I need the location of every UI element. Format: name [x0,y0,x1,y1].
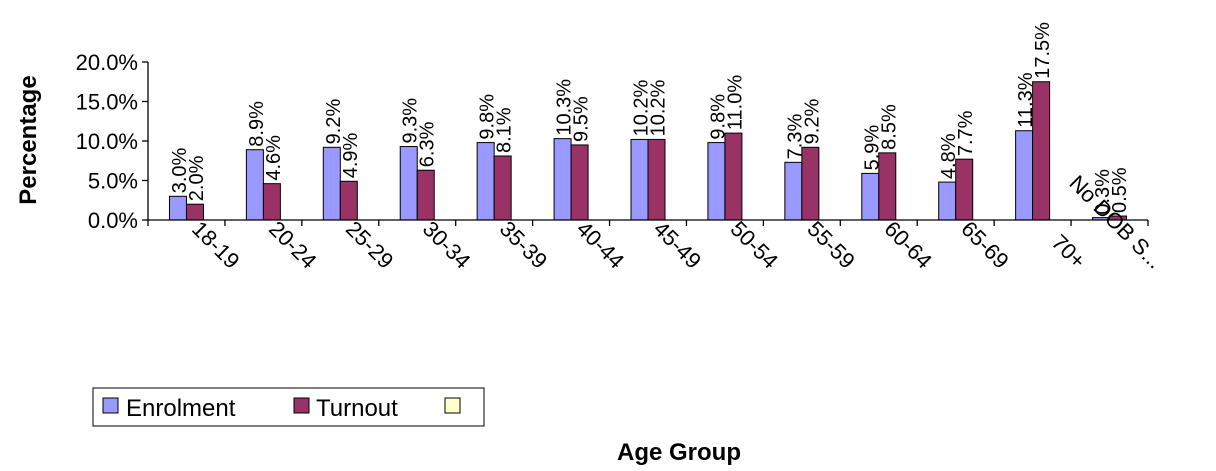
legend-frame [92,387,485,427]
bar-enrolment-40-44 [553,138,572,221]
x-tick-label: 18-19 [187,216,244,273]
data-label-turnout: 9.5% [571,96,593,142]
legend-label-enrolment: Enrolment [126,395,236,422]
y-tick-label: 20.0% [76,50,138,75]
x-tick-label: 20-24 [264,216,321,273]
data-label-turnout: 4.6% [263,135,285,181]
bar-turnout-50-54 [724,132,743,221]
data-label-enrolment: 0.3% [1092,169,1114,215]
bar-enrolment-35-39 [476,142,495,221]
data-label-turnout: 8.1% [494,107,516,153]
bars-layer [168,81,1128,221]
data-label-turnout: 10.2% [648,79,670,136]
data-label-turnout: 4.9% [340,132,362,178]
x-tick-label: 40-44 [572,216,629,273]
bar-enrolment-65-69 [938,181,957,221]
bar-turnout-25-29 [339,180,358,221]
data-label-enrolment: 8.9% [246,101,268,147]
data-label-enrolment: 9.2% [323,99,345,145]
bar-enrolment-18-19 [168,195,187,221]
x-tick-label: 55-59 [803,216,860,273]
y-tick-label: 5.0% [88,169,138,194]
data-label-enrolment: 9.8% [707,94,729,140]
data-label-enrolment: 7.3% [784,114,806,160]
y-axis-label: Percentage [15,75,42,204]
x-tick-label: 35-39 [495,216,552,273]
data-labels: 3.0% 8.9% 9.2% 9.3% 9.8% 10.3% 10.2% 9.8% 7.3% 5.… [169,22,1131,215]
data-label-turnout: 7.7% [955,110,977,156]
data-label-turnout: 11.0% [724,75,746,130]
legend-swatch-enrolment [102,397,119,414]
bar-turnout-35-39 [493,155,512,221]
bar-enrolment-55-59 [784,161,803,221]
bar-enrolment-70 [1015,130,1034,221]
bar-enrolment-45-49 [630,138,649,221]
bar-enrolment-50-54 [707,142,726,221]
data-label-turnout: 8.5% [878,104,900,150]
bar-enrolment-25-29 [322,146,341,221]
x-axis-label: Age Group [617,439,741,466]
y-ticks: 0.0% 5.0% 10.0% 15.0% 20.0% [76,50,148,233]
y-tick-label: 0.0% [88,208,138,233]
bar-turnout-40-44 [570,144,589,221]
x-tick-label: 60-64 [879,216,936,273]
data-label-turnout: 9.2% [801,99,823,145]
data-label-turnout: 6.3% [417,121,439,167]
data-label-turnout: 0.5% [1109,167,1131,213]
bar-enrolment-20-24 [245,149,264,221]
bar-turnout-18-19 [185,203,204,221]
y-tick-label: 10.0% [76,129,138,154]
data-label-enrolment: 9.8% [477,94,499,140]
data-label-turnout: 2.0% [186,155,208,201]
bar-enrolment-60-64 [861,172,880,221]
x-tick-label: 65-69 [956,216,1013,273]
y-tick-label: 15.0% [76,90,138,115]
data-label-enrolment: 10.2% [631,79,653,136]
x-tick-label: 25-29 [341,216,398,273]
bar-turnout-30-34 [416,169,435,221]
data-label-turnout: 17.5% [1032,22,1054,79]
legend-swatch-unnamed [444,397,461,414]
data-label-enrolment: 5.9% [861,125,883,171]
data-label-enrolment: 9.3% [400,98,422,144]
legend-swatch-turnout [293,397,310,414]
data-label-enrolment: 10.3% [554,79,576,136]
bar-turnout-20-24 [262,183,281,221]
data-label-enrolment: 4.8% [938,133,960,179]
legend: Enrolment Turnout [92,387,485,427]
data-label-enrolment: 3.0% [169,147,191,193]
data-label-enrolment: 11.3% [1015,72,1037,127]
bar-turnout-45-49 [647,138,666,221]
x-tick-label: 45-49 [649,216,706,273]
x-tick-label: 30-34 [418,216,475,273]
x-tick-label: 50-54 [726,216,783,273]
legend-label-turnout: Turnout [316,395,398,422]
x-tick-label: 70+ [1047,229,1091,273]
bar-enrolment-30-34 [399,146,418,221]
